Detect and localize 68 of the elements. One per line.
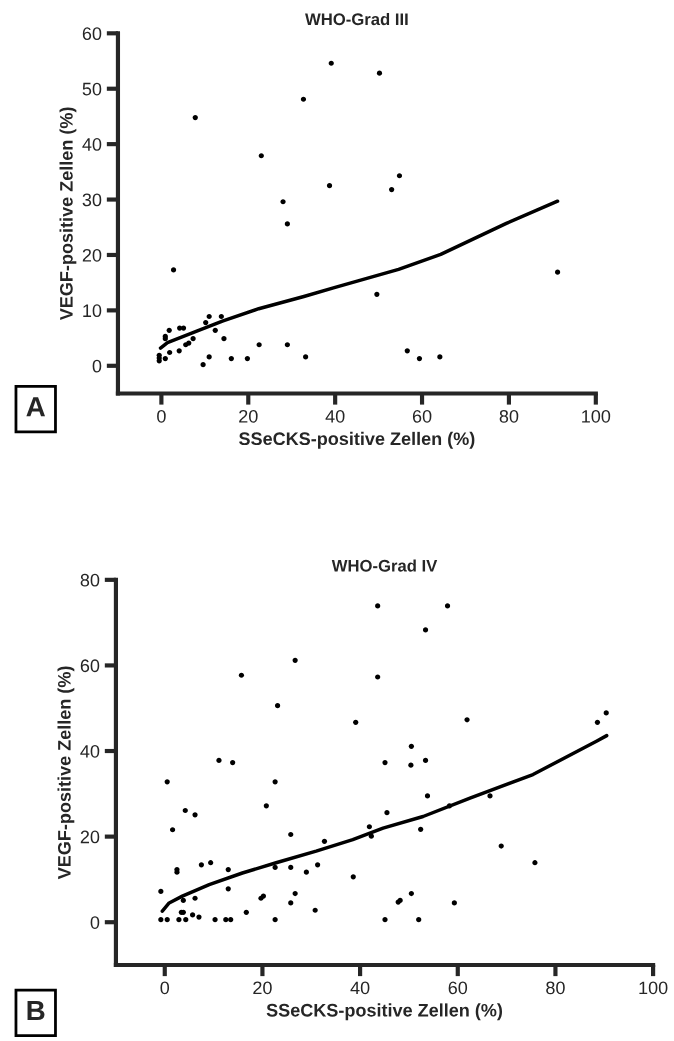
y-tick-label: 0 (90, 916, 100, 929)
x-axis-title: SSeCKS-positive Zellen (%) (239, 431, 475, 449)
point (190, 336, 196, 342)
point (326, 183, 333, 189)
y-tick-label: 60 (80, 659, 100, 673)
point (303, 354, 309, 360)
y-tick-label: 40 (82, 138, 102, 151)
point (284, 221, 290, 227)
x-tick-label: 40 (325, 409, 345, 423)
chart-title: WHO-Grad IV (331, 559, 438, 572)
x-tick-label: 20 (253, 981, 272, 995)
point (167, 349, 173, 356)
point (221, 336, 227, 342)
x-tick-label: 100 (582, 409, 611, 423)
point (170, 267, 177, 273)
x-tick-label: 60 (412, 409, 432, 423)
point (166, 327, 172, 333)
point (389, 186, 395, 193)
y-tick-label: 50 (82, 82, 102, 96)
x-tick-label: 60 (448, 981, 468, 995)
x-tick-label: 0 (160, 981, 170, 995)
y-tick-label: 20 (80, 830, 100, 844)
line-series (160, 733, 609, 913)
point (200, 362, 206, 368)
point (328, 60, 334, 66)
y-tick-label: 40 (80, 744, 100, 758)
x-tick-label: 80 (499, 409, 519, 423)
point (258, 153, 264, 159)
point (256, 342, 262, 348)
x-tick-label: 100 (639, 981, 668, 995)
point (416, 355, 423, 362)
point (284, 342, 290, 348)
point (280, 199, 286, 205)
x-tick-label: 20 (239, 409, 258, 423)
point (162, 355, 168, 362)
line-series (158, 199, 560, 350)
point (374, 291, 380, 297)
point (176, 348, 182, 354)
y-tick-label: 60 (82, 27, 102, 41)
x-tick-label: 80 (546, 981, 565, 995)
point (300, 96, 307, 102)
text: A (26, 397, 46, 417)
text: B (27, 1000, 45, 1021)
y-tick-label: 80 (80, 573, 100, 587)
point (554, 269, 561, 275)
point (244, 355, 251, 362)
y-axis-title: VEGF-positive Zellen (%) (59, 107, 77, 321)
point (180, 325, 187, 331)
y-axis-title: VEGF-positive Zellen (%) (57, 666, 75, 880)
y-tick-label: 30 (82, 193, 102, 207)
point (404, 348, 410, 354)
point (228, 355, 234, 362)
chart-title: WHO-Grad III (305, 12, 408, 26)
y-tick-label: 10 (83, 304, 102, 318)
x-tick-label: 0 (157, 409, 166, 423)
x-tick-label: 40 (350, 981, 370, 995)
y-tick-label: 0 (92, 359, 102, 373)
y-tick-label: 20 (82, 248, 102, 262)
point (192, 114, 198, 121)
point (376, 70, 383, 76)
point (206, 313, 212, 320)
point (212, 327, 218, 333)
point (206, 354, 212, 360)
point (218, 313, 224, 320)
point (437, 354, 443, 360)
point (396, 173, 403, 179)
x-axis-title: SSeCKS-positive Zellen (%) (266, 1003, 503, 1021)
point (203, 319, 209, 326)
